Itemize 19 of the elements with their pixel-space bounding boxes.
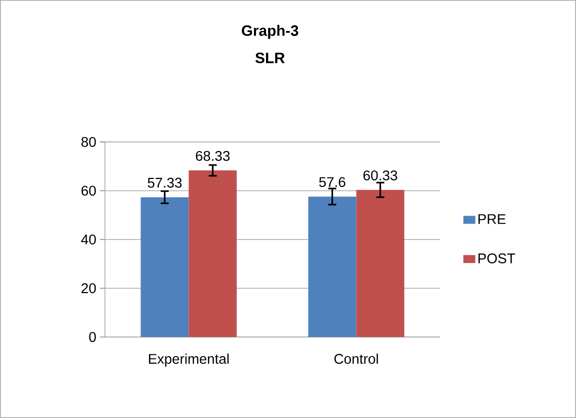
bar — [308, 196, 356, 338]
data-label: 57.6 — [319, 177, 346, 188]
x-tick-label: Experimental — [149, 354, 229, 367]
x-tick-label: Control — [334, 354, 378, 364]
y-tick-label: 0 — [89, 332, 96, 342]
bar — [188, 170, 237, 338]
legend-label: PRE — [478, 214, 506, 224]
data-label: 57.33 — [148, 178, 182, 188]
data-label: 68.33 — [196, 150, 230, 161]
data-label: 60.33 — [363, 170, 398, 180]
y-tick-label: 20 — [82, 283, 96, 294]
y-tick-label: 60 — [82, 186, 96, 196]
chart-subtitle: SLR — [255, 52, 285, 64]
bar — [356, 190, 404, 338]
y-tick-label: 40 — [81, 234, 96, 244]
y-tick-label: 80 — [81, 137, 96, 147]
chart-title: Graph-3 — [242, 24, 298, 39]
legend-label: POST — [478, 253, 516, 264]
bar — [140, 197, 189, 338]
